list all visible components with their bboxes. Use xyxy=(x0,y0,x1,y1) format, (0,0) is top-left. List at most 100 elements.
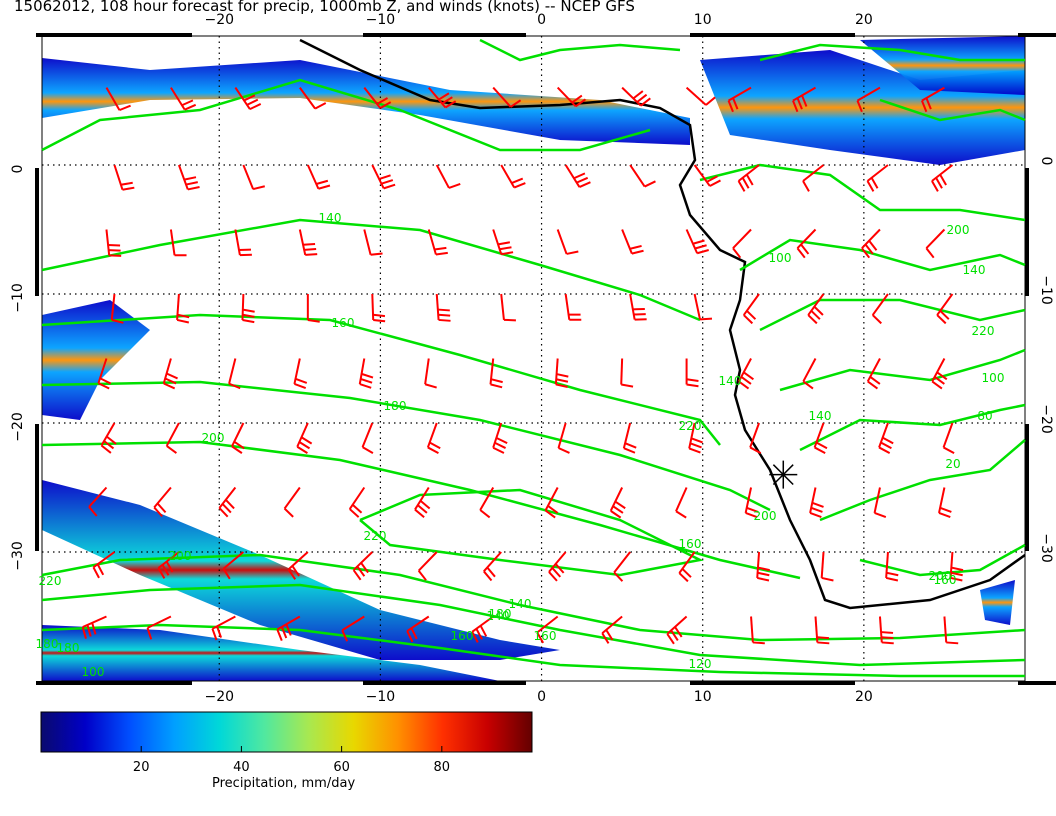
wind-barb xyxy=(809,487,824,519)
barb-flag xyxy=(304,248,317,251)
barb-shaft xyxy=(756,551,761,579)
contour-label: 200 xyxy=(202,431,225,445)
wind-barb xyxy=(813,422,828,454)
barb-flag xyxy=(243,94,256,102)
wind-barb xyxy=(169,229,187,257)
wind-barb xyxy=(299,87,327,110)
barb-flag xyxy=(252,185,266,191)
barb-shaft xyxy=(417,551,438,572)
wind-barb xyxy=(406,615,430,643)
barb-flag xyxy=(163,382,176,390)
wind-barb xyxy=(685,229,709,255)
contour-label: 140 xyxy=(319,211,342,225)
wind-barb xyxy=(176,293,190,324)
lon-tick-bottom: 20 xyxy=(855,689,873,705)
barb-flag xyxy=(359,383,372,389)
contour-line xyxy=(41,380,771,512)
barb-flag xyxy=(743,371,755,381)
wind-barb xyxy=(417,551,438,581)
wind-barb xyxy=(609,487,626,519)
barb-flag xyxy=(920,100,928,113)
wind-barb xyxy=(113,164,135,191)
barb-flag xyxy=(939,506,952,513)
contour-line xyxy=(41,218,701,322)
wind-barb xyxy=(146,615,172,640)
barb-flag xyxy=(92,566,100,579)
contour-label: 160 xyxy=(679,537,702,551)
barb-flag xyxy=(483,570,493,582)
barb-flag xyxy=(81,626,87,639)
barb-flag xyxy=(360,562,369,574)
barb-shaft xyxy=(435,293,440,321)
barb-flag xyxy=(709,179,721,187)
barb-flag xyxy=(757,571,770,577)
contour-label: 220 xyxy=(679,419,702,433)
contour-label: 180 xyxy=(57,641,80,655)
contour-label: 140 xyxy=(719,374,742,388)
barb-flag xyxy=(925,247,935,259)
barb-flag xyxy=(294,382,307,390)
barb-flag xyxy=(946,641,959,645)
barb-shaft xyxy=(861,228,881,249)
wind-barb xyxy=(424,358,437,389)
barb-flag xyxy=(316,179,329,185)
contour-label: 200 xyxy=(754,509,777,523)
precip-area xyxy=(42,58,690,145)
barb-flag xyxy=(934,376,945,385)
barb-flag xyxy=(536,632,545,644)
wind-barb xyxy=(228,358,241,390)
barb-flag xyxy=(871,314,882,325)
contour-line xyxy=(41,440,801,580)
wind-barb xyxy=(157,551,180,579)
contour-label: 160 xyxy=(332,316,355,330)
wind-barb xyxy=(938,487,952,519)
barb-flag xyxy=(438,318,451,322)
wind-barb xyxy=(234,229,252,257)
contour-label: 140 xyxy=(509,597,532,611)
barb-flag xyxy=(434,246,447,251)
wind-barb xyxy=(556,229,579,255)
barb-flag xyxy=(233,440,245,450)
wind-barb xyxy=(871,293,889,325)
barb-shaft xyxy=(802,164,825,182)
wind-barb xyxy=(744,487,759,519)
barb-flag xyxy=(880,631,894,634)
wind-barb xyxy=(792,86,817,113)
barb-flag xyxy=(576,176,589,184)
map-border xyxy=(41,35,1026,682)
precip-area xyxy=(42,480,560,660)
barb-shaft xyxy=(925,228,946,249)
wind-barb xyxy=(234,87,262,111)
barb-flag xyxy=(96,563,105,576)
lat-tick-right: −10 xyxy=(1038,275,1054,305)
wind-barb xyxy=(936,293,954,325)
barb-flag xyxy=(410,627,418,640)
barb-flag xyxy=(746,506,759,513)
contour-label: 80 xyxy=(977,409,992,423)
wind-barb xyxy=(222,551,245,580)
barb-flag xyxy=(674,626,683,638)
barb-flag xyxy=(177,313,190,319)
precip-area xyxy=(980,580,1015,625)
barb-flag xyxy=(146,627,153,640)
barb-flag xyxy=(427,446,439,454)
wind-barb xyxy=(483,551,502,582)
barb-flag xyxy=(283,507,294,518)
barb-flag xyxy=(318,184,331,190)
barb-flag xyxy=(694,244,707,250)
barb-shaft xyxy=(556,229,568,255)
wind-barb xyxy=(564,164,591,188)
barb-flag xyxy=(356,565,366,577)
barb-flag xyxy=(307,319,320,323)
wind-barb xyxy=(231,422,245,454)
barb-flag xyxy=(435,251,448,256)
lon-tick-top: 0 xyxy=(537,12,546,28)
barb-shaft xyxy=(620,358,624,385)
barb-shaft xyxy=(228,358,237,384)
barb-flag xyxy=(688,447,701,454)
barb-flag xyxy=(737,180,746,192)
barb-flag xyxy=(490,383,503,389)
barb-flag xyxy=(629,244,642,250)
barb-flag xyxy=(494,441,506,449)
wind-barb xyxy=(348,486,366,518)
